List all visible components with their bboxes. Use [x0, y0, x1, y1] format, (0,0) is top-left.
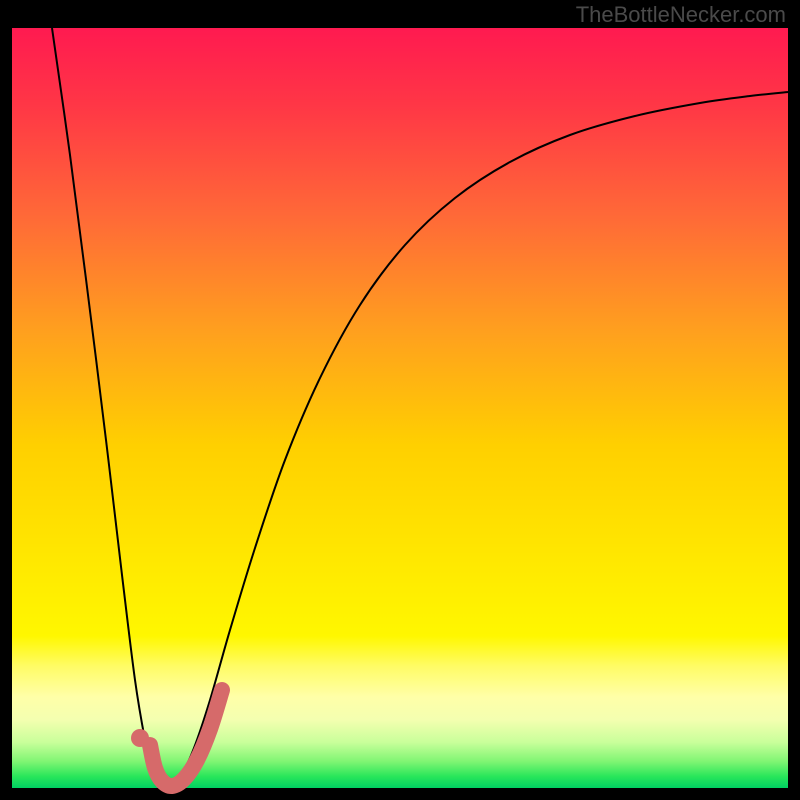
- highlight-dot: [131, 729, 149, 747]
- highlight-j-stroke: [150, 690, 222, 786]
- chart-container: TheBottleNecker.com: [0, 0, 800, 800]
- bottleneck-curve: [52, 28, 788, 788]
- watermark-text: TheBottleNecker.com: [576, 2, 786, 28]
- chart-svg: [0, 0, 800, 800]
